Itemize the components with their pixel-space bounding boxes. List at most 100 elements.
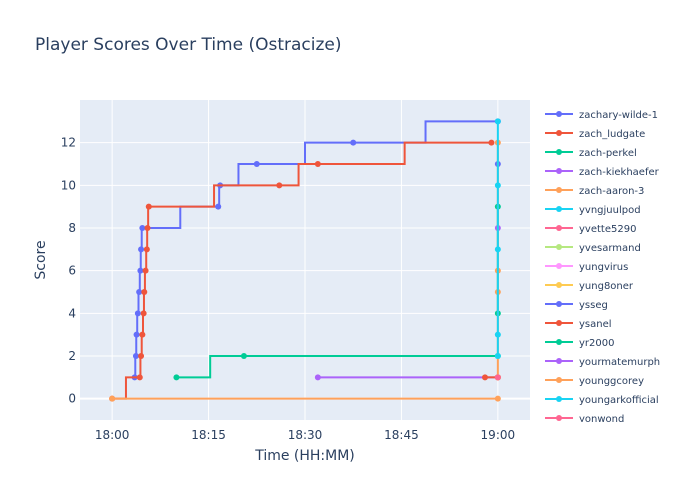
legend-label: ysanel [579, 319, 612, 330]
legend-item[interactable]: zachary-wilde-1 [545, 110, 658, 121]
legend-item[interactable]: yonwond [545, 414, 624, 425]
data-point[interactable] [137, 267, 144, 274]
data-point[interactable] [145, 203, 152, 210]
chart-title: Player Scores Over Time (Ostracize) [35, 35, 342, 55]
series-zachary-wilde-1 [131, 118, 501, 381]
legend-label: yung8oner [579, 281, 634, 292]
legend-marker [556, 396, 562, 402]
data-point[interactable] [314, 161, 321, 167]
legend-label: zach-kiekhaefer [579, 167, 660, 178]
legend-label: yvette5290 [579, 224, 636, 235]
data-point[interactable] [133, 331, 140, 338]
legend-item[interactable]: yr2000 [545, 338, 614, 349]
data-point[interactable] [350, 139, 357, 146]
legend-marker [556, 225, 562, 231]
legend-marker [556, 130, 562, 136]
legend-label: youngarkofficial [579, 395, 659, 406]
legend-item[interactable]: zach-kiekhaefer [545, 167, 660, 178]
series-zach-aaron-3 [109, 395, 501, 402]
legend-item[interactable]: yvette5290 [545, 224, 636, 235]
data-point[interactable] [482, 374, 488, 381]
data-point[interactable] [138, 353, 145, 359]
legend-label: zach-aaron-3 [579, 186, 644, 197]
data-point[interactable] [139, 225, 146, 231]
legend-label: younggcorey [579, 376, 644, 387]
legend-item[interactable]: ysseg [545, 300, 608, 311]
legend-marker [556, 377, 562, 383]
x-tick-label: 18:15 [191, 428, 226, 442]
legend-marker [556, 339, 562, 345]
legend-item[interactable]: yung8oner [545, 281, 634, 292]
legend-marker [556, 358, 562, 364]
data-point[interactable] [494, 182, 501, 189]
data-point[interactable] [140, 310, 147, 317]
data-point[interactable] [109, 395, 116, 402]
legend-item[interactable]: yvngjuulpod [545, 205, 641, 216]
data-point[interactable] [494, 374, 501, 381]
y-tick-label: 6 [68, 264, 76, 278]
series-line [176, 355, 498, 379]
legend-item[interactable]: zach-perkel [545, 148, 637, 159]
data-point[interactable] [143, 246, 150, 253]
data-point[interactable] [173, 374, 180, 381]
y-tick-label: 12 [61, 136, 76, 150]
legend-item[interactable]: yvesarmand [545, 243, 641, 254]
legend-marker [556, 206, 562, 212]
legend-item[interactable]: zach_ludgate [545, 129, 645, 140]
y-tick-label: 0 [68, 392, 76, 406]
legend-item[interactable]: yungvirus [545, 262, 628, 273]
data-point[interactable] [215, 203, 222, 210]
legend-label: yungvirus [579, 262, 628, 273]
legend-marker [556, 244, 562, 250]
data-point[interactable] [253, 161, 260, 167]
legend-item[interactable]: zach-aaron-3 [545, 186, 644, 197]
data-point[interactable] [139, 331, 146, 338]
series-youngarkofficial [494, 118, 501, 359]
data-point[interactable] [494, 331, 501, 338]
legend-label: yonwond [579, 414, 624, 425]
x-tick-label: 19:00 [481, 428, 516, 442]
y-tick-label: 10 [61, 178, 76, 192]
series-yonwond [494, 374, 501, 381]
legend-label: zach-perkel [579, 148, 637, 159]
data-point[interactable] [488, 139, 495, 146]
data-point[interactable] [314, 374, 321, 381]
data-point[interactable] [240, 353, 247, 359]
data-point[interactable] [138, 246, 145, 253]
legend[interactable]: zachary-wilde-1 zach_ludgate zach-perkel za… [545, 110, 660, 425]
legend-marker [556, 168, 562, 174]
legend-label: yr2000 [579, 338, 614, 349]
legend-label: ysseg [579, 300, 608, 311]
data-point[interactable] [132, 353, 139, 359]
data-point[interactable] [144, 225, 151, 231]
data-point[interactable] [494, 395, 501, 402]
legend-label: zach_ludgate [579, 129, 645, 140]
data-point[interactable] [494, 118, 501, 125]
data-point[interactable] [142, 267, 149, 274]
data-point[interactable] [276, 182, 283, 189]
legend-item[interactable]: yourmatemurph [545, 357, 660, 368]
data-point[interactable] [494, 246, 501, 253]
legend-item[interactable]: younggcorey [545, 376, 644, 387]
legend-marker [556, 149, 562, 155]
legend-label: yourmatemurph [579, 357, 660, 368]
data-point[interactable] [134, 310, 141, 317]
y-tick-label: 4 [68, 306, 76, 320]
legend-label: yvesarmand [579, 243, 641, 254]
data-point[interactable] [136, 289, 143, 295]
legend-marker [556, 301, 562, 307]
legend-marker [556, 263, 562, 269]
series-layer [109, 118, 501, 402]
legend-item[interactable]: ysanel [545, 319, 612, 330]
data-point[interactable] [141, 289, 148, 295]
legend-items: zachary-wilde-1 zach_ludgate zach-perkel za… [545, 110, 660, 425]
legend-item[interactable]: youngarkofficial [545, 395, 659, 406]
y-axis-label: Score [33, 240, 49, 279]
data-point[interactable] [136, 374, 143, 381]
legend-marker [556, 282, 562, 288]
legend-marker [556, 187, 562, 193]
data-point[interactable] [494, 353, 501, 359]
legend-marker [556, 111, 562, 117]
